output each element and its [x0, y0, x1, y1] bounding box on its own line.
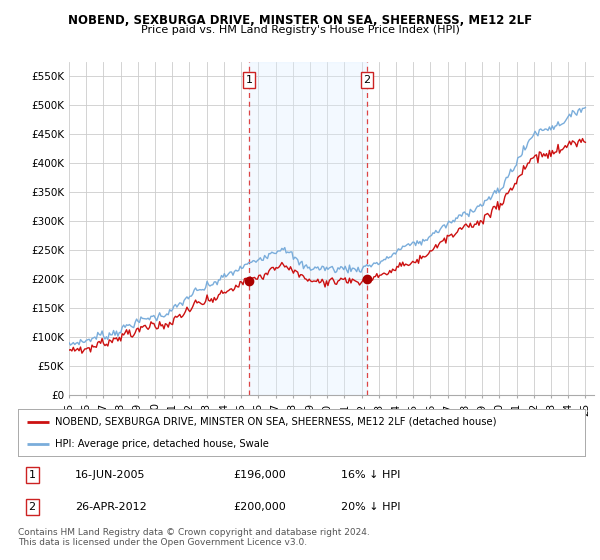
Text: 16% ↓ HPI: 16% ↓ HPI [341, 470, 401, 480]
Text: Contains HM Land Registry data © Crown copyright and database right 2024.
This d: Contains HM Land Registry data © Crown c… [18, 528, 370, 547]
Text: £196,000: £196,000 [233, 470, 286, 480]
Text: NOBEND, SEXBURGA DRIVE, MINSTER ON SEA, SHEERNESS, ME12 2LF: NOBEND, SEXBURGA DRIVE, MINSTER ON SEA, … [68, 14, 532, 27]
Text: 20% ↓ HPI: 20% ↓ HPI [341, 502, 401, 512]
Text: 1: 1 [245, 75, 253, 85]
Text: 2: 2 [364, 75, 371, 85]
Text: 1: 1 [29, 470, 35, 480]
Bar [249, 62, 367, 395]
Text: HPI: Average price, detached house, Swale: HPI: Average price, detached house, Swal… [55, 438, 269, 449]
Text: 16-JUN-2005: 16-JUN-2005 [75, 470, 145, 480]
Text: Price paid vs. HM Land Registry's House Price Index (HPI): Price paid vs. HM Land Registry's House … [140, 25, 460, 35]
Text: 2: 2 [29, 502, 36, 512]
Text: NOBEND, SEXBURGA DRIVE, MINSTER ON SEA, SHEERNESS, ME12 2LF (detached house): NOBEND, SEXBURGA DRIVE, MINSTER ON SEA, … [55, 417, 496, 427]
Text: 26-APR-2012: 26-APR-2012 [75, 502, 146, 512]
Text: £200,000: £200,000 [233, 502, 286, 512]
